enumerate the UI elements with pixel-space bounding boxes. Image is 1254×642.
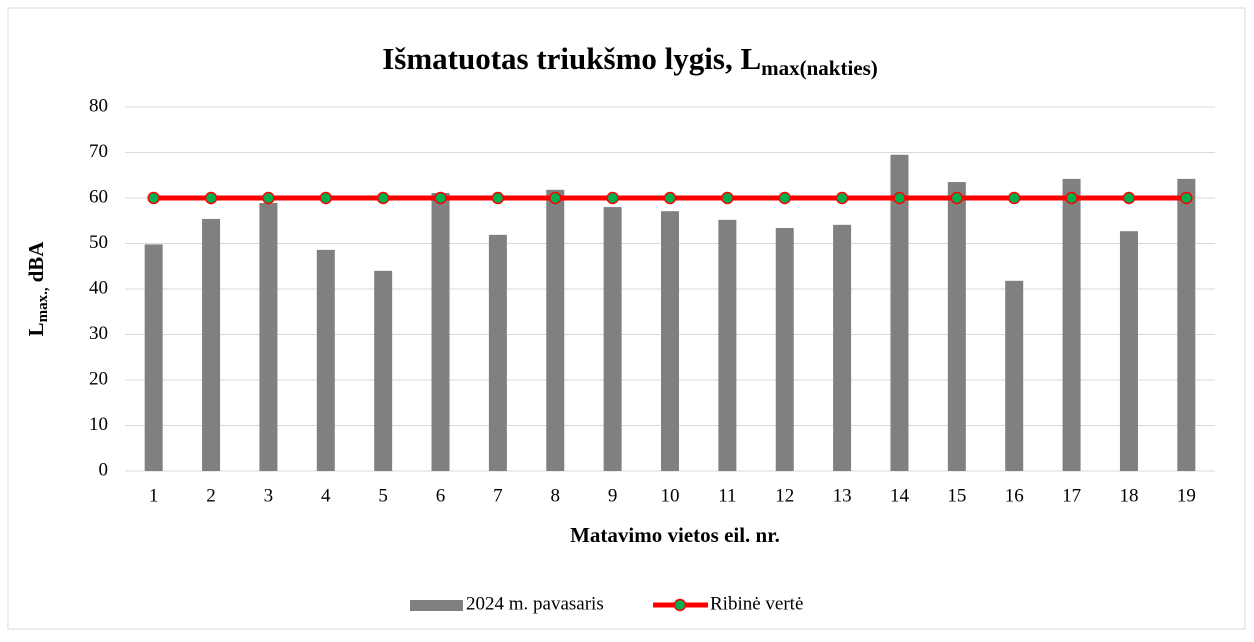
ylabel-sub: max., (35, 287, 51, 322)
line-marker (893, 191, 906, 205)
ylabel-main: L (24, 322, 48, 336)
line-marker (434, 191, 447, 205)
line-marker (950, 191, 964, 205)
x-tick-label: 9 (608, 485, 618, 506)
title-sub: max(nakties) (761, 56, 878, 80)
x-tick-label: 5 (378, 485, 388, 506)
bar (1119, 231, 1138, 471)
bar (718, 219, 737, 471)
line-marker (778, 191, 791, 205)
line-marker (319, 191, 333, 205)
x-axis-label: Matavimo vietos eil. nr. (570, 523, 780, 547)
bar (1062, 178, 1081, 471)
ylabel-tail: dBA (24, 241, 48, 283)
x-tick-label: 4 (321, 485, 331, 506)
x-tick-label: 7 (493, 485, 503, 506)
y-tick-label: 0 (99, 459, 109, 480)
y-tick-label: 80 (89, 95, 108, 116)
bar (890, 154, 909, 471)
bar (144, 244, 163, 471)
line-marker (204, 191, 218, 205)
y-tick-label: 60 (89, 186, 108, 207)
x-tick-label: 18 (1119, 485, 1138, 506)
bar (775, 228, 794, 471)
y-tick-label: 70 (89, 141, 108, 162)
y-tick-label: 50 (89, 232, 108, 253)
bar (1177, 178, 1196, 471)
line-marker (1007, 191, 1021, 205)
x-tick-label: 6 (436, 485, 446, 506)
y-axis-label: Lmax., dBA (24, 241, 52, 337)
line-marker (663, 191, 677, 205)
bar (374, 270, 393, 471)
line-marker (1180, 191, 1193, 205)
line-marker (491, 191, 505, 205)
legend-marker (673, 598, 687, 612)
line-marker (721, 191, 734, 205)
legend-label: 2024 m. pavasaris (466, 593, 604, 614)
bar (546, 189, 565, 471)
x-tick-label: 17 (1062, 485, 1081, 506)
line-marker (835, 191, 849, 205)
x-tick-label: 15 (947, 485, 966, 506)
bar (603, 207, 622, 471)
line-marker (376, 191, 390, 205)
line-marker (549, 191, 562, 205)
x-tick-label: 19 (1177, 485, 1196, 506)
line-marker (147, 191, 160, 205)
y-tick-label: 40 (89, 277, 108, 298)
bar (431, 192, 450, 471)
bar (488, 234, 507, 471)
legend-label: Ribinė vertė (710, 593, 803, 614)
line-marker (262, 191, 275, 205)
x-tick-label: 14 (890, 485, 910, 506)
x-tick-label: 10 (661, 485, 680, 506)
bar (1005, 280, 1024, 471)
x-tick-label: 8 (551, 485, 561, 506)
bar (833, 224, 852, 471)
line-marker (1122, 191, 1136, 205)
line-marker (1065, 191, 1078, 205)
x-tick-label: 11 (718, 485, 736, 506)
x-tick-label: 16 (1005, 485, 1024, 506)
y-tick-label: 30 (89, 323, 108, 344)
y-tick-label: 20 (89, 368, 108, 389)
x-tick-label: 3 (264, 485, 274, 506)
y-tick-label: 10 (89, 414, 108, 435)
title-main: Išmatuotas triukšmo lygis, L (382, 41, 761, 76)
line-marker (606, 191, 619, 205)
x-tick-label: 13 (833, 485, 852, 506)
bar (316, 249, 335, 471)
legend-swatch (410, 600, 463, 611)
bar (259, 203, 278, 471)
x-tick-label: 2 (206, 485, 216, 506)
x-tick-label: 12 (775, 485, 794, 506)
bar (661, 211, 679, 471)
bar (947, 182, 966, 471)
bar (202, 218, 221, 471)
x-tick-label: 1 (149, 485, 159, 506)
chart-title: Išmatuotas triukšmo lygis, Lmax(nakties) (382, 41, 878, 80)
